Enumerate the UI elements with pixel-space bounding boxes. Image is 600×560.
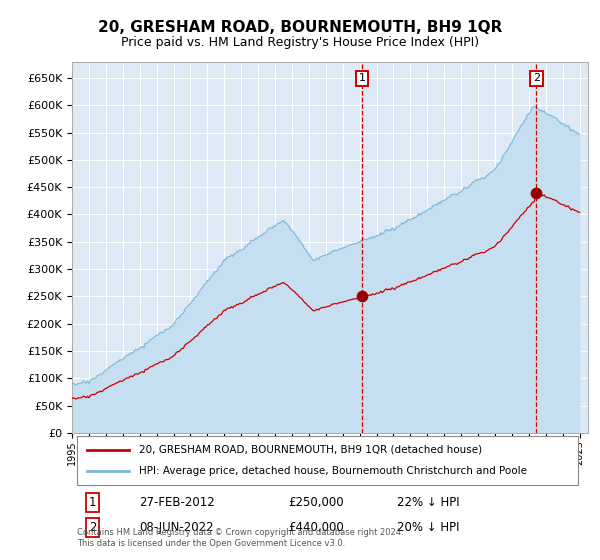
Text: 20, GRESHAM ROAD, BOURNEMOUTH, BH9 1QR: 20, GRESHAM ROAD, BOURNEMOUTH, BH9 1QR	[98, 20, 502, 35]
Text: 2: 2	[89, 521, 97, 534]
Text: 22% ↓ HPI: 22% ↓ HPI	[397, 496, 460, 509]
Point	[532, 188, 541, 197]
Text: Contains HM Land Registry data © Crown copyright and database right 2024.
This d: Contains HM Land Registry data © Crown c…	[77, 528, 404, 548]
Text: 1: 1	[89, 496, 97, 509]
Text: Price paid vs. HM Land Registry's House Price Index (HPI): Price paid vs. HM Land Registry's House …	[121, 36, 479, 49]
Point	[358, 292, 367, 301]
Text: £440,000: £440,000	[289, 521, 344, 534]
Text: 08-JUN-2022: 08-JUN-2022	[139, 521, 214, 534]
Text: 20% ↓ HPI: 20% ↓ HPI	[397, 521, 460, 534]
Text: £250,000: £250,000	[289, 496, 344, 509]
FancyBboxPatch shape	[77, 436, 578, 485]
Text: 1: 1	[359, 73, 365, 83]
Text: 27-FEB-2012: 27-FEB-2012	[139, 496, 215, 509]
Text: HPI: Average price, detached house, Bournemouth Christchurch and Poole: HPI: Average price, detached house, Bour…	[139, 466, 527, 477]
Text: 2: 2	[533, 73, 540, 83]
Text: 20, GRESHAM ROAD, BOURNEMOUTH, BH9 1QR (detached house): 20, GRESHAM ROAD, BOURNEMOUTH, BH9 1QR (…	[139, 445, 482, 455]
